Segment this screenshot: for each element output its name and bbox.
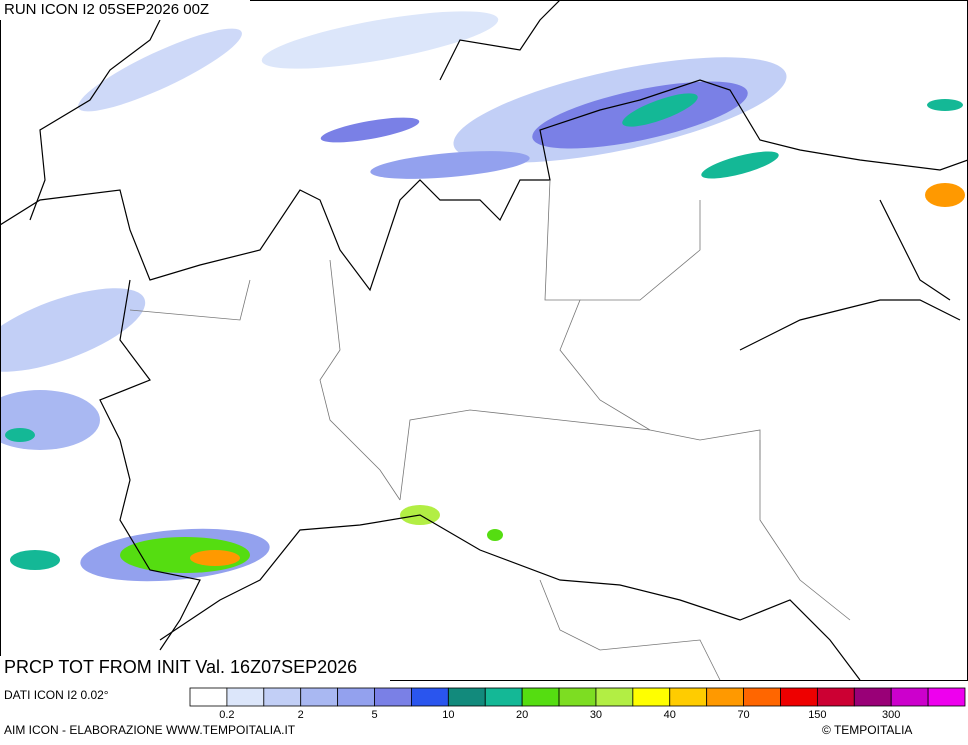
color-box (595, 687, 634, 707)
run-label-bg (0, 0, 250, 20)
color-box (558, 687, 597, 707)
color-box (263, 687, 302, 707)
color-box (300, 687, 339, 707)
country-borders (0, 0, 968, 681)
color-box (189, 687, 228, 707)
scale-label: 2 (298, 709, 304, 721)
color-box (226, 687, 265, 707)
scale-label: 70 (737, 709, 749, 721)
color-box (669, 687, 708, 707)
scale-label: 150 (808, 709, 826, 721)
scale-label: 300 (882, 709, 900, 721)
color-box (927, 687, 966, 707)
source-label: DATI ICON I2 0.02° (4, 688, 109, 702)
scale-label: 5 (371, 709, 377, 721)
copyright: © TEMPOITALIA (822, 723, 912, 737)
credit: AIM ICON - ELABORAZIONE WWW.TEMPOITALIA.… (4, 723, 296, 737)
color-box (337, 687, 375, 707)
color-box (743, 687, 781, 707)
scale-label: 30 (590, 709, 602, 721)
color-scale: 0.2 2 5 10 20 30 40 70 150 300 (189, 687, 966, 721)
color-box (521, 687, 560, 707)
color-box (706, 687, 744, 707)
scale-label: 20 (516, 709, 528, 721)
color-box (890, 687, 929, 707)
color-box (447, 687, 486, 707)
color-box (780, 687, 818, 707)
scale-label: 0.2 (219, 709, 234, 721)
region-borders (129, 179, 851, 681)
scale-label: 10 (442, 709, 454, 721)
scale-label: 40 (664, 709, 676, 721)
product-label: PRCP TOT FROM INIT Val. 16Z07SEP2026 (4, 657, 357, 677)
color-box (632, 687, 671, 707)
run-label: RUN ICON I2 05SEP2026 00Z (4, 1, 209, 18)
color-box (816, 687, 855, 707)
color-box (853, 687, 892, 707)
color-box (374, 687, 412, 707)
color-box (484, 687, 523, 707)
color-box (411, 687, 449, 707)
product-label-bg (0, 656, 390, 681)
